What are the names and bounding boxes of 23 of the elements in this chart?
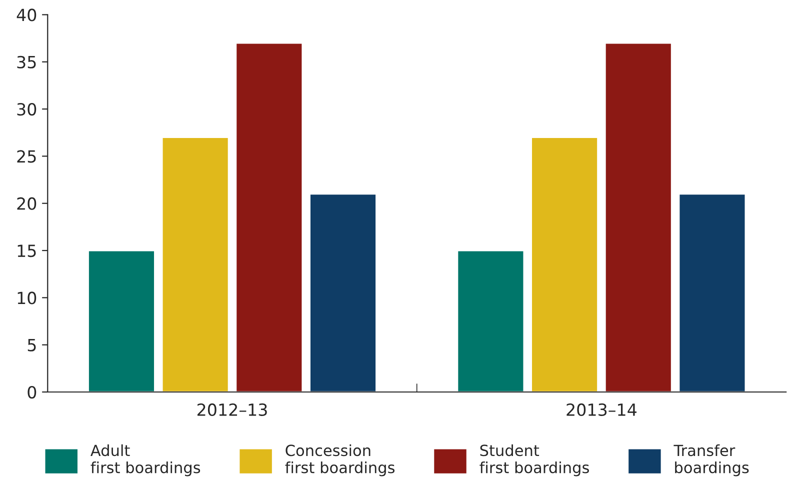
x-tick-label: 2012–13 [197,403,267,416]
y-tick-label: 35 [17,56,36,68]
bar [678,193,746,392]
bar [161,136,230,392]
x-tick-label: 2013–14 [566,403,636,416]
legend-label: Student first boardings [480,444,589,476]
bar [456,250,525,392]
legend-label: Concession first boardings [285,444,395,476]
y-tick-label: 30 [17,102,36,116]
bar [235,42,304,392]
y-tick-label: 15 [18,244,36,258]
bar [604,42,672,392]
y-tick-label: 10 [18,292,36,304]
legend-label: Transfer boardings [674,444,749,476]
y-tick-label: 0 [28,386,36,399]
legend-label: Adult first boardings [90,444,200,476]
bar [530,136,598,392]
bar [309,193,377,392]
y-tick-label: 40 [16,8,36,22]
y-tick-label: 5 [28,339,36,352]
bar [88,250,156,392]
y-tick-label: 20 [17,197,36,210]
y-tick-label: 25 [17,150,36,163]
